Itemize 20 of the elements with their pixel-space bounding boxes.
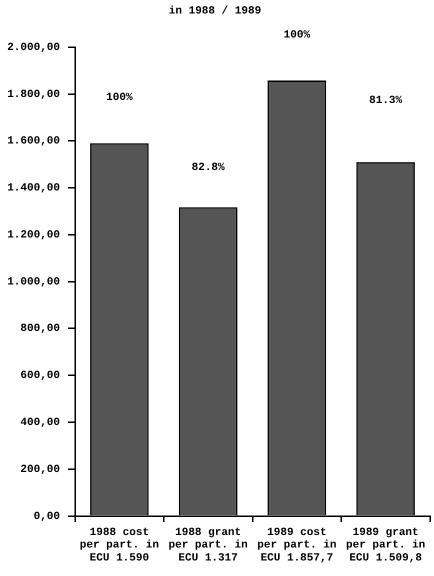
y-tick-label: 2.000,00 [7, 42, 60, 54]
y-tick-label: 1.200,00 [7, 229, 60, 242]
x-tick-label: 1988 cost per part. in ECU 1.590 [80, 527, 159, 564]
y-tick-label: 200,00 [20, 464, 60, 476]
x-tick-label: 1988 grant per part. in ECU 1.317 [168, 527, 248, 564]
text: 100% [284, 29, 310, 42]
y-tick-label: 1.000,00 [7, 276, 60, 288]
y-tick-label: 400,00 [20, 417, 60, 430]
annotation: 100% [106, 92, 133, 104]
x-tick-label: 1989 cost per part. in ECU 1.857,7 [257, 527, 336, 564]
annotation: 81.3% [369, 94, 403, 107]
y-tick-label: 1.400,00 [7, 182, 60, 195]
y-tick-label: 0,00 [34, 510, 60, 523]
y-tick-label: 1.800,00 [7, 88, 60, 101]
annotation: 82.8% [192, 162, 226, 174]
y-tick-label: 800,00 [20, 323, 60, 336]
y-tick-label: 600,00 [20, 370, 60, 382]
y-tick-label: 1.600,00 [7, 136, 60, 148]
chart-title: in 1988 / 1989 [168, 5, 262, 18]
x-tick-label: 1989 grant per part. in ECU 1.509,8 [346, 527, 426, 564]
